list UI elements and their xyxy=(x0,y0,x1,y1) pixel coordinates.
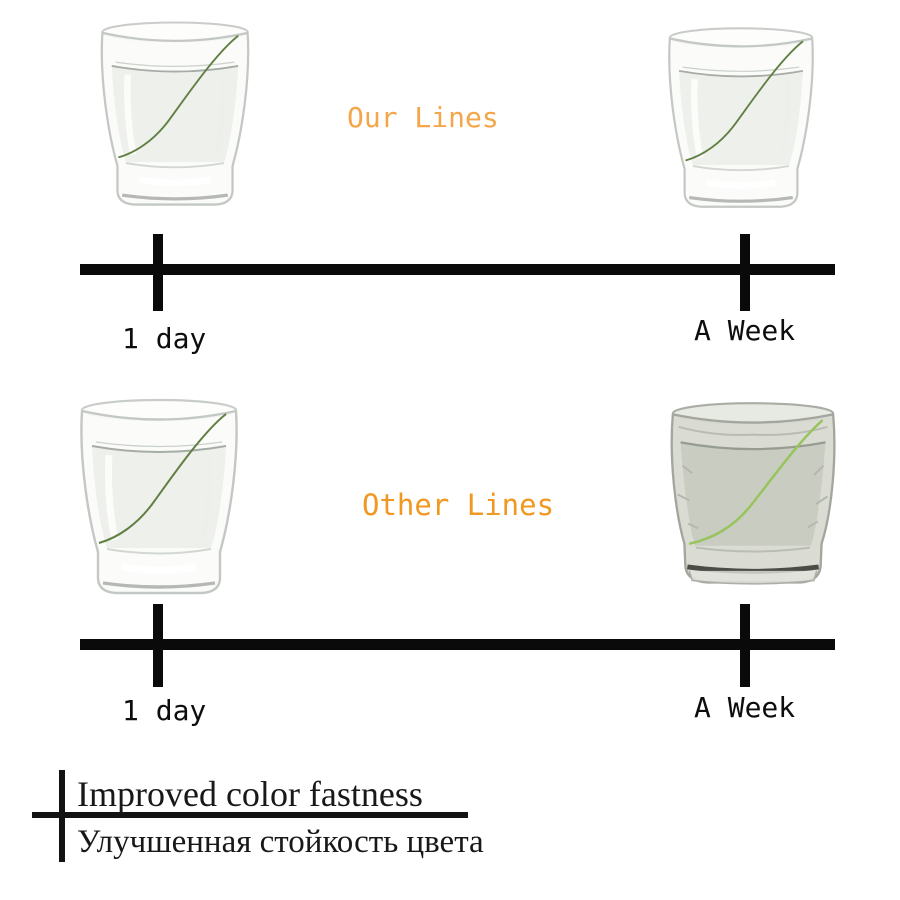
murky-water-glass-icon xyxy=(672,403,835,584)
timeline-our-lines-tick-1day xyxy=(153,234,163,311)
glass-other-lines-1day-image xyxy=(62,391,256,603)
glass-other-lines-week-discolored-image xyxy=(653,396,853,594)
clear-water-glass-icon xyxy=(669,28,812,206)
glass-our-lines-1day-image xyxy=(85,14,265,214)
timeline-other-lines-label-1day: 1 day xyxy=(122,694,207,727)
footer-horizontal-rule xyxy=(32,812,468,818)
timeline-other-lines-tick-1day xyxy=(153,604,163,687)
clear-water-glass-icon xyxy=(81,400,236,593)
timeline-our-lines-axis xyxy=(80,264,835,275)
other-lines-label: Other Lines xyxy=(362,488,555,522)
timeline-other-lines-label-week: A Week xyxy=(694,691,796,724)
glass-our-lines-week-image xyxy=(646,20,836,216)
timeline-our-lines-tick-week xyxy=(740,234,750,311)
footer-heading-english: Improved color fastness xyxy=(77,774,423,814)
timeline-other-lines-axis xyxy=(80,639,835,650)
our-lines-label: Our Lines xyxy=(347,101,499,134)
footer-heading-russian: Улучшенная стойкость цвета xyxy=(77,824,484,860)
timeline-our-lines-label-1day: 1 day xyxy=(122,322,207,355)
timeline-our-lines-label-week: A Week xyxy=(694,314,796,347)
timeline-other-lines-tick-week xyxy=(740,604,750,687)
clear-water-glass-icon xyxy=(102,22,248,204)
